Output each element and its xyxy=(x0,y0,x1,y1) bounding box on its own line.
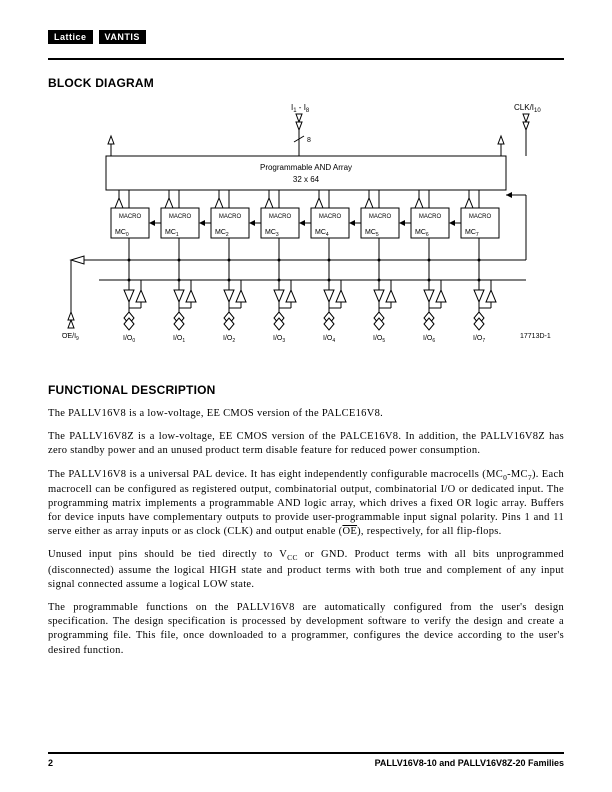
svg-text:I/O0: I/O0 xyxy=(123,335,135,344)
svg-text:I/O5: I/O5 xyxy=(373,335,385,344)
para-1: The PALLV16V8 is a low-voltage, EE CMOS … xyxy=(48,407,564,421)
svg-text:I/O3: I/O3 xyxy=(273,335,285,344)
oe-label: OE/I9 xyxy=(62,333,79,342)
svg-text:I/O2: I/O2 xyxy=(223,335,235,344)
para-4: Unused input pins should be tied directl… xyxy=(48,548,564,592)
oe-buffer-icon xyxy=(71,256,84,264)
macrocells: MACROMC0I/O0MACROMC1I/O1MACROMC2I/O2MACR… xyxy=(111,190,499,344)
svg-text:I/O6: I/O6 xyxy=(423,335,435,344)
para-5: The programmable functions on the PALLV1… xyxy=(48,601,564,658)
svg-text:MACRO: MACRO xyxy=(369,214,392,220)
footer: 2 PALLV16V8-10 and PALLV16V8Z-20 Familie… xyxy=(48,752,564,768)
vantis-logo: VANTIS xyxy=(99,30,146,44)
bus-width: 8 xyxy=(307,137,311,144)
header-logos: Lattice VANTIS xyxy=(48,30,564,44)
para-3: The PALLV16V8 is a universal PAL device.… xyxy=(48,468,564,540)
input-buffer-icon2 xyxy=(296,122,302,130)
doc-id: 17713D-1 xyxy=(520,333,551,340)
svg-text:MACRO: MACRO xyxy=(269,214,292,220)
svg-text:MACRO: MACRO xyxy=(119,214,142,220)
svg-text:MACRO: MACRO xyxy=(219,214,242,220)
para-2: The PALLV16V8Z is a low-voltage, EE CMOS… xyxy=(48,430,564,458)
svg-text:I/O1: I/O1 xyxy=(173,335,185,344)
svg-text:I/O4: I/O4 xyxy=(323,335,335,344)
and-array-label1: Programmable AND Array xyxy=(260,163,352,172)
svg-text:MACRO: MACRO xyxy=(419,214,442,220)
page-number: 2 xyxy=(48,758,53,768)
input-label: I1 - I8 xyxy=(291,103,310,114)
footer-title: PALLV16V8-10 and PALLV16V8Z-20 Families xyxy=(375,758,564,768)
clk-label: CLK/I10 xyxy=(514,103,541,114)
and-array-label2: 32 x 64 xyxy=(293,175,320,184)
section-functional-desc: FUNCTIONAL DESCRIPTION xyxy=(48,383,564,397)
svg-text:MACRO: MACRO xyxy=(319,214,342,220)
lattice-logo: Lattice xyxy=(48,30,93,44)
block-diagram: I1 - I8 8 CLK/I10 Programmable AND Array… xyxy=(56,100,556,365)
clk-buffer-icon xyxy=(523,114,529,122)
and-array-box xyxy=(106,156,506,190)
header-rule xyxy=(48,58,564,60)
clk-buffer-icon2 xyxy=(523,122,529,130)
svg-text:MACRO: MACRO xyxy=(169,214,192,220)
input-buffer-icon xyxy=(296,114,302,122)
svg-text:MACRO: MACRO xyxy=(469,214,492,220)
svg-text:I/O7: I/O7 xyxy=(473,335,485,344)
section-block-diagram: BLOCK DIAGRAM xyxy=(48,76,564,90)
